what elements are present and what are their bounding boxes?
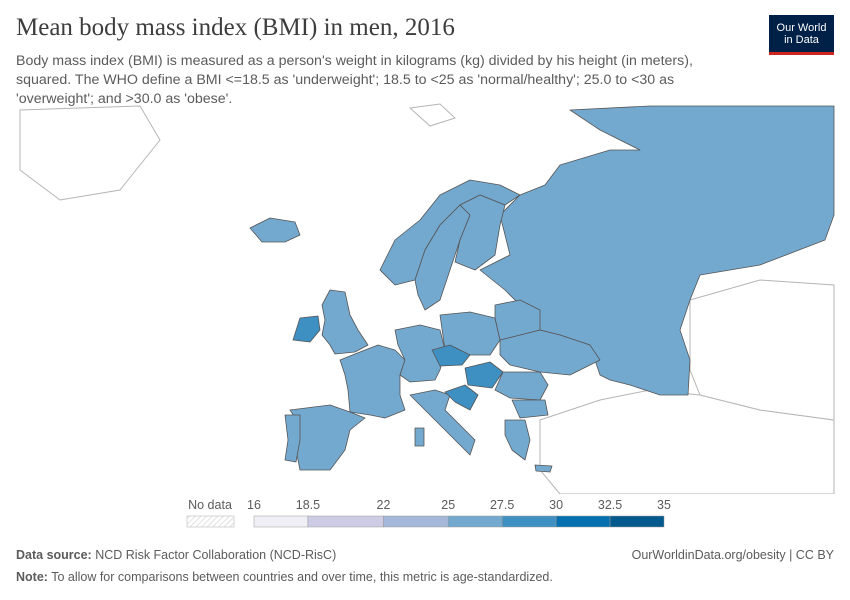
- no-data-regions: [19, 103, 835, 494]
- legend-bin-2[interactable]: [383, 515, 449, 528]
- logo-line-1: Our World: [776, 21, 827, 34]
- legend-bins: [253, 515, 665, 528]
- country-sardinia[interactable]: [414, 427, 425, 447]
- country-uk[interactable]: [321, 289, 369, 355]
- chart-title: Mean body mass index (BMI) in men, 2016: [16, 14, 455, 41]
- note-label: Note:: [16, 570, 48, 584]
- logo-line-2: in Data: [784, 33, 819, 46]
- legend-tick-7: 35: [657, 498, 671, 512]
- footer-source: Data source: NCD Risk Factor Collaborati…: [16, 548, 336, 562]
- legend-tick-4: 27.5: [490, 498, 514, 512]
- country-finland[interactable]: [454, 194, 506, 271]
- country-turkey-europe[interactable]: [534, 464, 553, 473]
- legend-tick-3: 25: [441, 498, 455, 512]
- legend-bin-5[interactable]: [555, 515, 611, 528]
- footer-note: Note: To allow for comparisons between c…: [16, 570, 553, 584]
- legend-tick-2: 22: [377, 498, 391, 512]
- legend-tick-1: 18.5: [296, 498, 320, 512]
- country-spain[interactable]: [289, 404, 366, 471]
- svalbard-region: [408, 103, 456, 127]
- legend-bin-0[interactable]: [253, 515, 309, 528]
- legend-bin-4[interactable]: [501, 515, 557, 528]
- central-asia-region: [689, 279, 835, 421]
- country-portugal[interactable]: [284, 414, 301, 463]
- legend-bin-1[interactable]: [307, 515, 384, 528]
- country-romania[interactable]: [494, 371, 549, 401]
- greenland-region: [19, 105, 161, 201]
- country-belarus[interactable]: [494, 299, 541, 341]
- legend-no-data-label: No data: [188, 498, 232, 512]
- legend-bin-3[interactable]: [447, 515, 503, 528]
- legend-tick-0: 16: [247, 498, 261, 512]
- country-germany[interactable]: [394, 324, 446, 383]
- map-legend: No data 16 18.5 22 25 27.5 30 32.5 35: [186, 498, 671, 528]
- chart-subtitle: Body mass index (BMI) is measured as a p…: [16, 53, 693, 107]
- country-czechia[interactable]: [431, 344, 471, 367]
- country-croatia[interactable]: [444, 384, 479, 411]
- source-text[interactable]: NCD Risk Factor Collaboration (NCD-RisC): [95, 548, 337, 562]
- owid-logo[interactable]: Our World in Data: [769, 15, 834, 55]
- note-text: To allow for comparisons between countri…: [51, 570, 553, 584]
- legend-bin-6[interactable]: [609, 515, 665, 528]
- country-ukraine[interactable]: [499, 329, 601, 376]
- legend-tick-6: 32.5: [598, 498, 622, 512]
- legend-ticks: 16 18.5 22 25 27.5 30 32.5 35: [247, 498, 671, 512]
- country-hungary[interactable]: [464, 361, 504, 389]
- country-bulgaria[interactable]: [511, 399, 549, 419]
- europe-map: [19, 103, 835, 494]
- legend-tick-5: 30: [549, 498, 563, 512]
- country-iceland[interactable]: [249, 217, 301, 243]
- country-italy[interactable]: [409, 389, 476, 456]
- country-greece[interactable]: [504, 419, 531, 461]
- country-ireland[interactable]: [292, 315, 321, 343]
- footer-url[interactable]: OurWorldinData.org/obesity | CC BY: [631, 548, 834, 562]
- country-france[interactable]: [339, 344, 406, 419]
- source-label: Data source:: [16, 548, 92, 562]
- legend-no-data-swatch: [186, 515, 235, 528]
